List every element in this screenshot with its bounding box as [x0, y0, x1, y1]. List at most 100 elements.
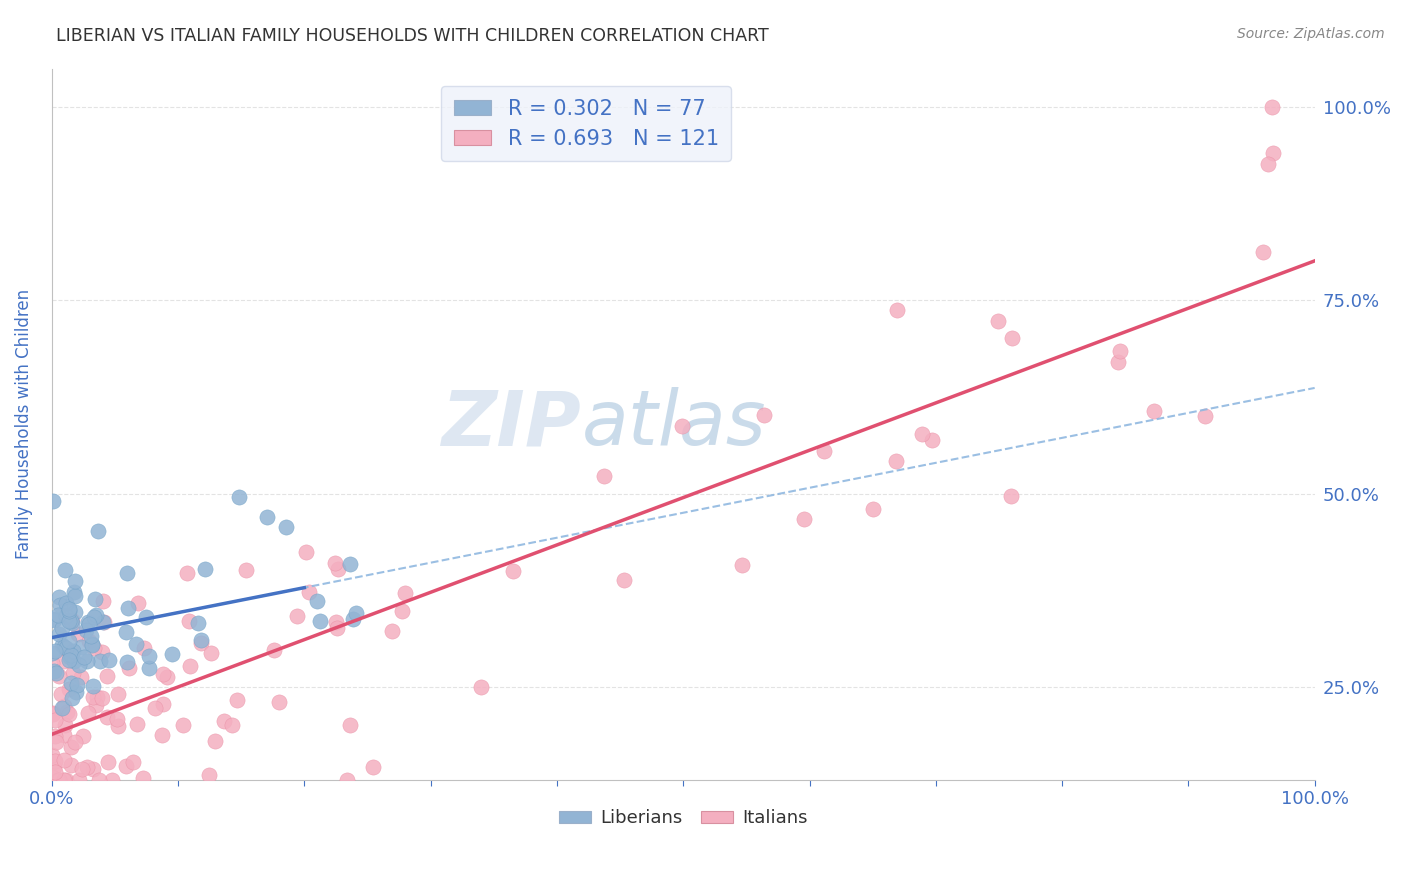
- Point: [143, 701, 166, 715]
- Point: [53, 753, 76, 767]
- Point: [671, 419, 693, 434]
- Point: [51, 701, 73, 715]
- Point: [307, 594, 329, 608]
- Point: [45, 734, 67, 748]
- Point: [52, 654, 75, 668]
- Point: [75, 624, 97, 638]
- Point: [53, 728, 76, 742]
- Point: [361, 760, 384, 774]
- Point: [52, 772, 75, 787]
- Point: [96, 710, 118, 724]
- Point: [53, 699, 76, 714]
- Point: [46, 608, 69, 623]
- Point: [87, 772, 110, 787]
- Point: [117, 661, 139, 675]
- Point: [77, 634, 100, 648]
- Point: [67, 658, 90, 673]
- Point: [76, 760, 98, 774]
- Point: [41, 747, 63, 762]
- Point: [107, 718, 129, 732]
- Point: [48, 590, 70, 604]
- Point: [93, 615, 115, 629]
- Point: [138, 648, 160, 663]
- Point: [235, 563, 257, 577]
- Point: [58, 602, 80, 616]
- Point: [911, 426, 934, 441]
- Point: [339, 557, 361, 571]
- Text: Source: ZipAtlas.com: Source: ZipAtlas.com: [1237, 27, 1385, 41]
- Point: [298, 585, 321, 599]
- Point: [89, 654, 111, 668]
- Point: [53, 717, 76, 731]
- Point: [82, 679, 104, 693]
- Point: [886, 302, 908, 317]
- Point: [263, 642, 285, 657]
- Point: [197, 768, 219, 782]
- Point: [98, 653, 121, 667]
- Point: [58, 681, 80, 696]
- Point: [44, 729, 66, 743]
- Point: [1251, 245, 1274, 260]
- Point: [91, 594, 114, 608]
- Point: [152, 667, 174, 681]
- Point: [179, 614, 201, 628]
- Point: [921, 433, 943, 447]
- Point: [82, 690, 104, 704]
- Point: [42, 613, 65, 627]
- Point: [58, 614, 80, 628]
- Point: [115, 655, 138, 669]
- Point: [84, 698, 107, 712]
- Point: [84, 592, 107, 607]
- Point: [58, 706, 80, 721]
- Point: [204, 734, 226, 748]
- Point: [121, 755, 143, 769]
- Point: [91, 690, 114, 705]
- Point: [62, 644, 84, 658]
- Point: [55, 772, 77, 787]
- Point: [194, 562, 217, 576]
- Point: [52, 772, 75, 787]
- Point: [44, 644, 66, 658]
- Point: [274, 520, 297, 534]
- Point: [69, 670, 91, 684]
- Point: [69, 640, 91, 654]
- Point: [80, 628, 103, 642]
- Point: [56, 599, 79, 614]
- Point: [48, 772, 70, 787]
- Point: [62, 666, 84, 681]
- Point: [226, 693, 249, 707]
- Point: [391, 604, 413, 618]
- Point: [52, 640, 75, 655]
- Point: [86, 690, 108, 705]
- Point: [987, 314, 1010, 328]
- Point: [1194, 409, 1216, 424]
- Point: [793, 512, 815, 526]
- Point: [72, 649, 94, 664]
- Point: [592, 469, 614, 483]
- Point: [63, 574, 86, 589]
- Point: [125, 637, 148, 651]
- Point: [55, 641, 77, 656]
- Point: [55, 596, 77, 610]
- Point: [295, 545, 318, 559]
- Point: [60, 613, 83, 627]
- Point: [42, 706, 65, 721]
- Point: [325, 615, 347, 629]
- Text: atlas: atlas: [582, 387, 766, 461]
- Point: [107, 687, 129, 701]
- Point: [97, 755, 120, 769]
- Text: LIBERIAN VS ITALIAN FAMILY HOUSEHOLDS WITH CHILDREN CORRELATION CHART: LIBERIAN VS ITALIAN FAMILY HOUSEHOLDS WI…: [56, 27, 769, 45]
- Point: [342, 612, 364, 626]
- Point: [470, 680, 492, 694]
- Point: [731, 558, 754, 572]
- Point: [339, 718, 361, 732]
- Point: [1261, 100, 1284, 114]
- Point: [862, 501, 884, 516]
- Point: [87, 524, 110, 538]
- Point: [190, 636, 212, 650]
- Point: [67, 772, 90, 787]
- Point: [60, 616, 83, 631]
- Point: [59, 650, 82, 665]
- Point: [117, 601, 139, 615]
- Point: [45, 666, 67, 681]
